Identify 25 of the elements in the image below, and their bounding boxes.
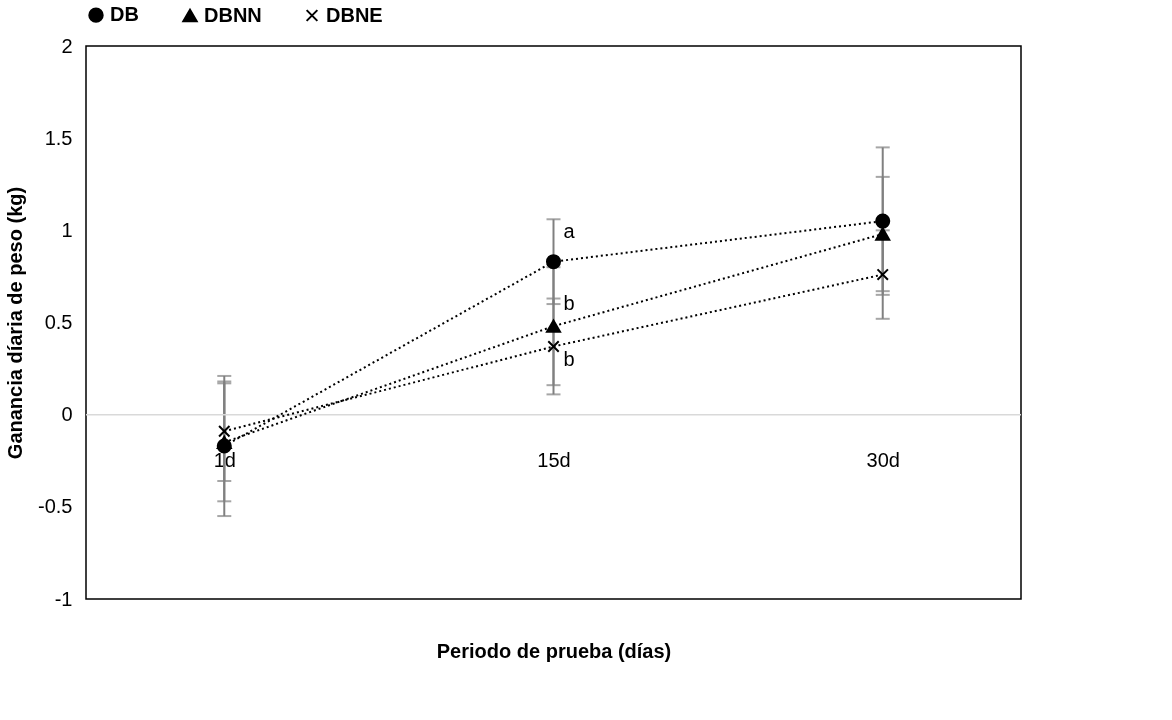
x-tick-label: 1d [213,449,236,472]
y-tick-label: -1 [54,587,73,610]
point [547,340,560,353]
y-tick-label: 2 [61,34,73,57]
point [876,268,889,281]
point [218,425,231,438]
y-axis-title: Ganancia díaria de peso (kg) [4,186,27,460]
legend-label: DBNN [204,3,262,26]
y-tick-label: 1.5 [44,126,73,149]
y-tick-label: 0 [61,403,73,426]
y-tick-label: 0.5 [44,311,73,333]
x-tick-label: 30d [866,449,900,472]
point [545,319,562,333]
point [875,213,891,229]
annotation: b [563,348,575,371]
x-axis-title: Periodo de prueba (días) [436,639,672,662]
legend-label: DBNE [326,3,383,26]
annotation: a [563,219,576,242]
y-tick-label: -0.5 [38,495,73,518]
legend-label: DB [110,3,139,26]
x-tick-label: 15d [537,449,571,472]
annotation: b [563,292,575,315]
point [875,227,891,241]
point [545,254,562,270]
y-tick-label: 1 [61,218,73,241]
